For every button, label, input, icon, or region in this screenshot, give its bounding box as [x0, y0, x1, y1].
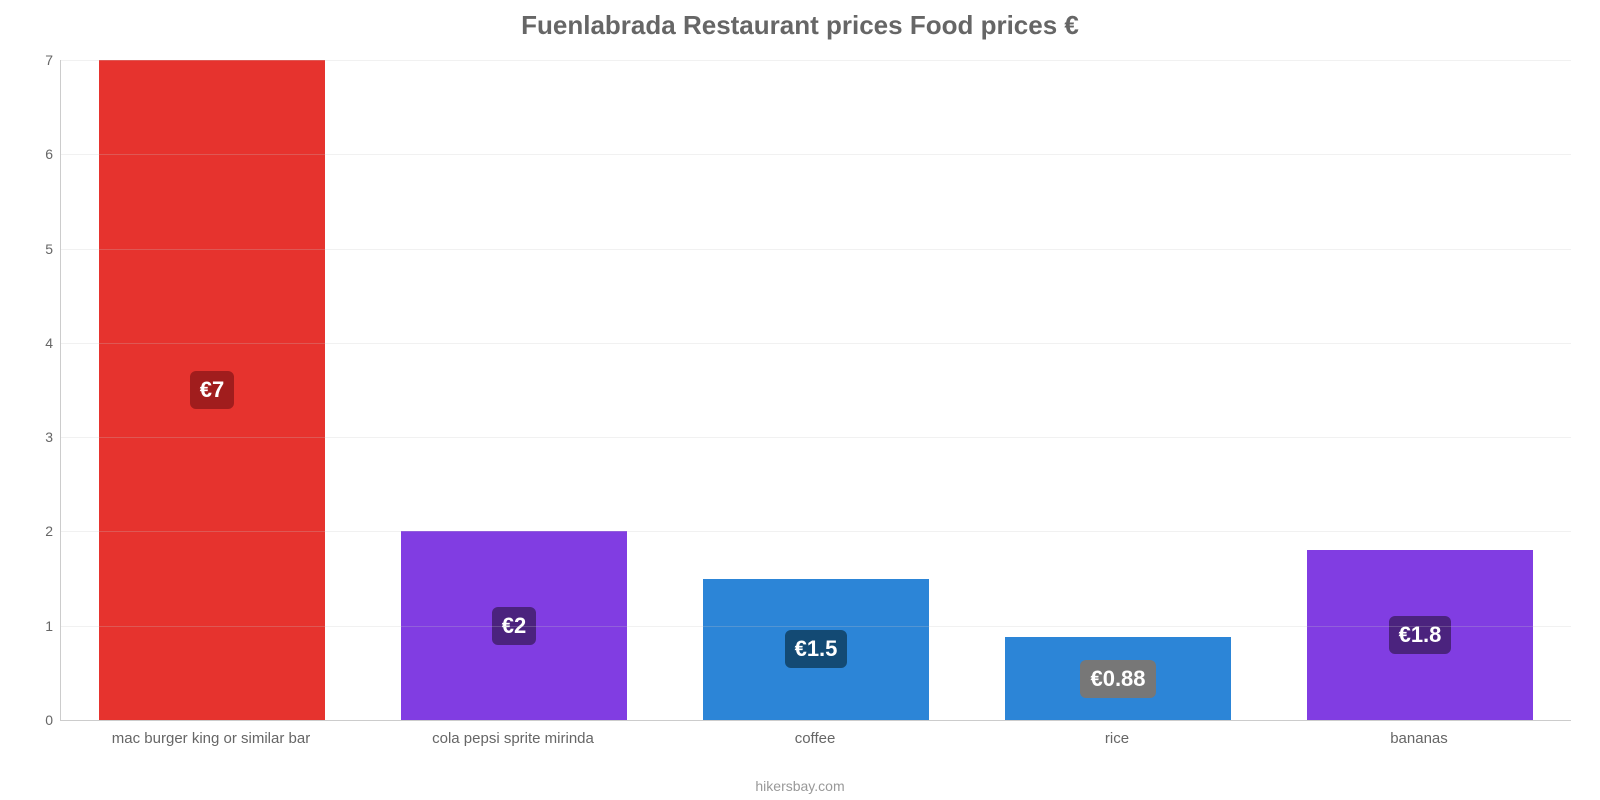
value-badge: €0.88 [1080, 660, 1155, 698]
bars-group: €7 €2 €1.5 €0.88 €1.8 [61, 60, 1571, 720]
chart-credit: hikersbay.com [0, 778, 1600, 794]
bar-slot: €1.5 [665, 60, 967, 720]
x-axis-label: rice [966, 724, 1268, 747]
gridline [61, 249, 1571, 250]
bar-slot: €7 [61, 60, 363, 720]
plot-area: €7€2€1.5€0.88€1.8 01234567 [60, 60, 1571, 721]
gridline [61, 60, 1571, 61]
ytick-label: 7 [45, 52, 61, 68]
x-axis-label: coffee [664, 724, 966, 747]
x-axis-label: cola pepsi sprite mirinda [362, 724, 664, 747]
bar-slot: €2 [363, 60, 665, 720]
gridline [61, 154, 1571, 155]
ytick-label: 1 [45, 618, 61, 634]
bar-slot: €1.8 [1269, 60, 1571, 720]
ytick-label: 0 [45, 712, 61, 728]
value-badge: €1.5 [785, 630, 848, 668]
value-badge: €1.8 [1389, 616, 1452, 654]
bar: €7 [99, 60, 326, 720]
gridline [61, 343, 1571, 344]
ytick-label: 2 [45, 523, 61, 539]
x-axis-label: mac burger king or similar bar [60, 724, 362, 747]
bar-slot: €0.88 [967, 60, 1269, 720]
value-badge: €7 [190, 371, 234, 409]
bar: €1.8 [1307, 550, 1534, 720]
chart-title: Fuenlabrada Restaurant prices Food price… [0, 10, 1600, 41]
ytick-label: 6 [45, 146, 61, 162]
x-axis-label: bananas [1268, 724, 1570, 747]
gridline [61, 531, 1571, 532]
bar: €0.88 [1005, 637, 1232, 720]
x-axis-labels: mac burger king or similar barcola pepsi… [60, 724, 1570, 747]
bar: €1.5 [703, 579, 930, 720]
ytick-label: 4 [45, 335, 61, 351]
gridline [61, 626, 1571, 627]
ytick-label: 3 [45, 429, 61, 445]
chart-container: Fuenlabrada Restaurant prices Food price… [0, 0, 1600, 800]
gridline [61, 437, 1571, 438]
ytick-label: 5 [45, 241, 61, 257]
